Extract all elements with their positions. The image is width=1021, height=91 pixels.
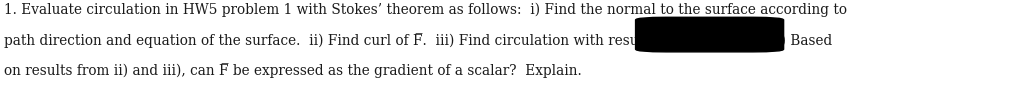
FancyBboxPatch shape <box>635 17 784 52</box>
Text: path direction and equation of the surface.  ii) Find curl of F̅.  iii) Find cir: path direction and equation of the surfa… <box>4 33 832 48</box>
Text: on results from ii) and iii), can F̅ be expressed as the gradient of a scalar?  : on results from ii) and iii), can F̅ be … <box>4 63 582 78</box>
Text: 1. Evaluate circulation in HW5 problem 1 with Stokes’ theorem as follows:  i) Fi: 1. Evaluate circulation in HW5 problem 1… <box>4 3 847 17</box>
